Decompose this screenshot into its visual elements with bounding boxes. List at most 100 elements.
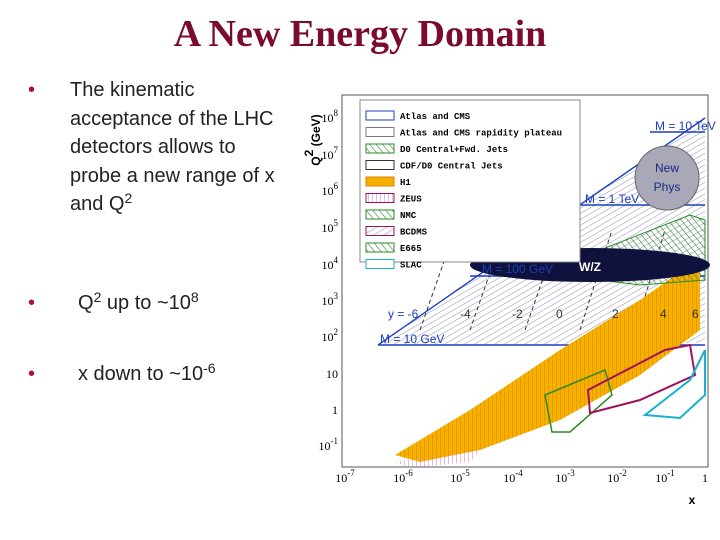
text: up to ~10 xyxy=(101,292,191,314)
tick-exponent: -3 xyxy=(567,468,575,478)
zeus-region xyxy=(395,450,480,468)
tick-base: 10 xyxy=(555,471,567,485)
tick-base: 10 xyxy=(322,258,334,272)
tick-label: 10-4 xyxy=(503,468,523,485)
bullet-text: x down to ~10-6 xyxy=(78,360,378,389)
annotation: 0 xyxy=(556,307,563,321)
tick-base: 10 xyxy=(335,471,347,485)
annotation: M = 1 TeV xyxy=(585,192,639,206)
text: Q xyxy=(309,156,323,165)
tick-base: 1 xyxy=(702,471,708,485)
text: Q xyxy=(78,292,94,314)
tick-label: 1 xyxy=(702,471,708,485)
legend-label: NMC xyxy=(400,211,417,221)
tick-label: 10-3 xyxy=(555,468,575,485)
annotation: 2 xyxy=(612,307,619,321)
tick-base: 10 xyxy=(322,294,334,308)
tick-base: 10 xyxy=(450,471,462,485)
text: (GeV) xyxy=(309,114,323,149)
tick-exponent: 2 xyxy=(334,327,339,337)
legend-swatch xyxy=(365,176,395,187)
tick-base: 10 xyxy=(322,148,334,162)
tick-base: 10 xyxy=(503,471,515,485)
tick-base: 10 xyxy=(322,184,334,198)
annotation: 6 xyxy=(692,307,699,321)
legend-label: Atlas and CMS xyxy=(400,112,471,122)
slide-title: A New Energy Domain xyxy=(173,13,547,55)
tick-base: 10 xyxy=(322,221,334,235)
annotation: M = 10 TeV xyxy=(655,119,716,133)
legend-swatch xyxy=(365,259,395,269)
tick-exponent: 5 xyxy=(334,218,339,228)
bullet-dot: • xyxy=(28,363,36,385)
annotation: -4 xyxy=(460,307,471,321)
tick-label: 106 xyxy=(322,181,339,198)
new-physics-label: Phys xyxy=(654,180,681,194)
legend-swatch xyxy=(365,242,395,253)
x-axis-label: x xyxy=(689,493,696,507)
legend-swatch xyxy=(365,226,395,236)
legend-label: D0 Central+Fwd. Jets xyxy=(400,145,508,155)
legend-swatch xyxy=(365,160,395,170)
annotation: -2 xyxy=(512,307,523,321)
tick-label: 10-1 xyxy=(655,468,675,485)
tick-label: 103 xyxy=(322,291,339,308)
tick-base: 10 xyxy=(319,439,331,453)
legend-swatch xyxy=(365,110,395,121)
tick-label: 102 xyxy=(322,327,339,344)
tick-exponent: -1 xyxy=(667,468,675,478)
tick-exponent: -2 xyxy=(619,468,627,478)
bullet-text: Q2 up to ~108 xyxy=(78,289,378,318)
superscript: 2 xyxy=(302,149,316,156)
tick-base: 10 xyxy=(322,330,334,344)
superscript: -6 xyxy=(203,360,216,376)
superscript: 2 xyxy=(124,190,133,207)
tick-label: 10-6 xyxy=(393,468,413,485)
bullet-dot: • xyxy=(28,79,36,101)
superscript: 2 xyxy=(93,289,102,305)
legend-label: BCDMS xyxy=(400,228,428,238)
tick-exponent: 3 xyxy=(334,291,339,301)
legend-label: CDF/D0 Central Jets xyxy=(400,162,503,172)
tick-exponent: 6 xyxy=(334,181,339,191)
tick-exponent: -6 xyxy=(405,468,413,478)
new-physics-label: New xyxy=(655,161,679,175)
bcdms-region xyxy=(586,343,697,415)
bullet-text: The kinematic acceptance of the LHC dete… xyxy=(70,76,285,219)
tick-label: 107 xyxy=(322,145,339,162)
tick-base: 10 xyxy=(607,471,619,485)
legend-swatch xyxy=(365,209,395,220)
legend-label: H1 xyxy=(400,178,411,188)
annotation: y = -6 xyxy=(388,307,419,321)
tick-label: 10-7 xyxy=(335,468,355,485)
text: The kinematic acceptance of the LHC dete… xyxy=(70,79,275,216)
tick-exponent: -1 xyxy=(331,436,339,446)
superscript: 8 xyxy=(190,289,199,305)
legend-label: ZEUS xyxy=(400,195,422,205)
annotation: M = 100 GeV xyxy=(482,262,553,276)
legend-label: E665 xyxy=(400,244,422,254)
slac-region xyxy=(642,349,706,420)
tick-label: 10 xyxy=(326,367,338,381)
tick-exponent: -7 xyxy=(347,468,355,478)
tick-label: 10-1 xyxy=(319,436,339,453)
tick-exponent: -5 xyxy=(462,468,470,478)
tick-base: 10 xyxy=(322,111,334,125)
y-axis-label: Q2 (GeV) xyxy=(302,114,323,165)
tick-base: 1 xyxy=(332,403,338,417)
h1-region xyxy=(395,258,700,462)
legend-swatch xyxy=(365,127,395,137)
tick-exponent: -4 xyxy=(515,468,523,478)
annotation: M = 10 GeV xyxy=(380,332,444,346)
annotation: 4 xyxy=(660,307,667,321)
legend-label: Atlas and CMS rapidity plateau xyxy=(400,129,562,139)
wz-label: W/Z xyxy=(579,260,601,274)
legend-swatch xyxy=(365,193,395,203)
tick-exponent: 4 xyxy=(334,255,339,265)
tick-base: 10 xyxy=(655,471,667,485)
legend-swatch xyxy=(365,143,395,154)
tick-label: 10-5 xyxy=(450,468,470,485)
tick-exponent: 7 xyxy=(334,145,339,155)
